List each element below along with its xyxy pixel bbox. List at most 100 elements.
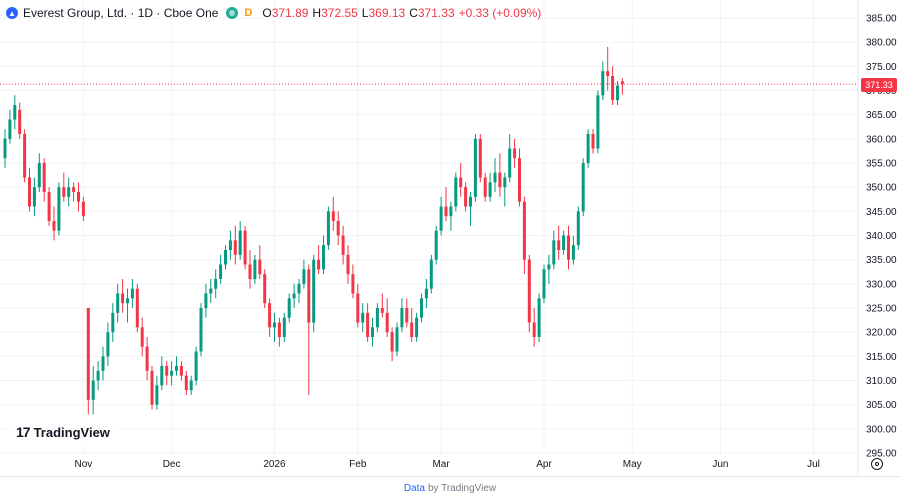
y-tick-label: 300.00 bbox=[866, 424, 897, 435]
candle-body bbox=[170, 370, 174, 376]
grid-lines bbox=[0, 0, 858, 455]
candle-body bbox=[606, 71, 610, 76]
candle-body bbox=[390, 332, 394, 352]
candle-body bbox=[616, 85, 619, 101]
data-link[interactable]: Data bbox=[403, 482, 425, 494]
candle-body bbox=[322, 245, 325, 270]
candles bbox=[3, 47, 624, 415]
candle-body bbox=[326, 211, 330, 246]
candle-body bbox=[611, 76, 615, 101]
tradingview-logo[interactable]: 17 TradingView bbox=[10, 418, 116, 446]
candle-body bbox=[72, 187, 76, 192]
candle-body bbox=[547, 264, 551, 270]
open-key: O bbox=[262, 6, 272, 20]
y-tick-label: 305.00 bbox=[866, 400, 897, 411]
candle-body bbox=[140, 327, 144, 347]
x-axis[interactable]: Nov Dec 2026 Feb Mar Apr May Jun Jul bbox=[75, 459, 820, 470]
candle-body bbox=[189, 380, 193, 391]
candle-body bbox=[444, 206, 448, 217]
candle-body bbox=[454, 177, 458, 207]
candle-body bbox=[273, 322, 276, 328]
symbol-logo-icon[interactable]: ▲ bbox=[6, 7, 18, 19]
y-tick-label: 375.00 bbox=[866, 62, 897, 73]
candle-body bbox=[336, 221, 340, 236]
x-tick-label: Apr bbox=[536, 459, 552, 470]
y-axis[interactable]: 295.00 300.00 305.00 310.00 315.00 320.00 325.… bbox=[857, 0, 897, 475]
candle-body bbox=[32, 187, 36, 207]
footer: Data by TradingView bbox=[0, 476, 900, 499]
candle-body bbox=[366, 312, 370, 337]
candle-body bbox=[400, 308, 404, 328]
candle-body bbox=[121, 293, 125, 304]
candle-body bbox=[175, 366, 178, 371]
candle-body bbox=[292, 293, 296, 299]
y-tick-label: 315.00 bbox=[866, 352, 897, 363]
candle-body bbox=[503, 177, 507, 188]
candle-body bbox=[449, 206, 453, 217]
candle-body bbox=[126, 298, 129, 304]
symbol-title[interactable]: Everest Group, Ltd. · 1D · Cboe One bbox=[23, 6, 219, 20]
candle-body bbox=[248, 264, 252, 279]
candle-body bbox=[601, 71, 605, 96]
candle-body bbox=[116, 293, 120, 313]
candle-body bbox=[47, 192, 51, 221]
candle-body bbox=[3, 138, 7, 159]
candle-body bbox=[57, 187, 61, 231]
candle-body bbox=[375, 308, 379, 328]
symbol-legend: ▲ Everest Group, Ltd. · 1D · Cboe One D … bbox=[6, 4, 541, 22]
candle-body bbox=[620, 81, 624, 85]
candle-body bbox=[522, 201, 526, 260]
candle-body bbox=[219, 264, 223, 279]
data-by-label: by TradingView bbox=[427, 482, 497, 494]
candle-body bbox=[150, 370, 154, 405]
y-tick-label: 385.00 bbox=[866, 14, 897, 25]
y-tick-label: 380.00 bbox=[866, 38, 897, 49]
close-key: C bbox=[409, 6, 418, 20]
y-tick-label: 310.00 bbox=[866, 376, 897, 387]
high-value: 372.55 bbox=[321, 6, 358, 20]
candle-body bbox=[18, 109, 22, 134]
last-price-label: 371.33 bbox=[861, 78, 897, 92]
candle-body bbox=[488, 182, 492, 197]
candle-body bbox=[331, 211, 335, 221]
candle-body bbox=[224, 250, 227, 265]
candle-body bbox=[214, 279, 218, 289]
x-tick-label: Jul bbox=[807, 459, 820, 470]
candle-body bbox=[537, 298, 541, 337]
y-tick-label: 330.00 bbox=[866, 279, 897, 290]
candle-body bbox=[483, 177, 487, 197]
x-tick-label: Jun bbox=[712, 459, 728, 470]
candle-body bbox=[13, 105, 17, 120]
candle-body bbox=[111, 312, 115, 333]
candle-body bbox=[145, 346, 149, 371]
candle-body bbox=[434, 230, 438, 260]
candle-body bbox=[243, 230, 247, 265]
candle-body bbox=[576, 211, 580, 246]
tradingview-logo-icon: 17 bbox=[16, 424, 31, 440]
candle-body bbox=[410, 322, 414, 337]
candle-body bbox=[405, 308, 409, 323]
candle-body bbox=[439, 206, 443, 231]
candle-body bbox=[557, 240, 561, 250]
open-value: 371.89 bbox=[271, 6, 309, 20]
candle-body bbox=[209, 288, 213, 294]
market-status-icon[interactable] bbox=[226, 7, 239, 19]
candle-body bbox=[542, 269, 546, 299]
candlestick-chart[interactable]: 295.00 300.00 305.00 310.00 315.00 320.00 325.… bbox=[0, 0, 900, 475]
candle-body bbox=[567, 235, 570, 260]
settings-gear-icon[interactable] bbox=[871, 458, 883, 470]
tradingview-logo-text: TradingView bbox=[33, 424, 110, 440]
candle-body bbox=[253, 259, 257, 279]
candle-body bbox=[42, 163, 46, 192]
y-tick-label: 365.00 bbox=[866, 110, 897, 121]
candle-body bbox=[571, 245, 575, 260]
x-tick-label: May bbox=[623, 459, 642, 470]
candle-body bbox=[420, 298, 423, 318]
y-tick-label: 360.00 bbox=[866, 134, 897, 145]
delayed-data-badge[interactable]: D bbox=[244, 7, 253, 19]
chart-area[interactable]: 295.00 300.00 305.00 310.00 315.00 320.00 325.… bbox=[0, 0, 900, 475]
candle-body bbox=[518, 158, 521, 202]
candle-body bbox=[385, 312, 389, 333]
x-tick-label: Dec bbox=[163, 459, 181, 470]
candle-body bbox=[527, 259, 531, 323]
